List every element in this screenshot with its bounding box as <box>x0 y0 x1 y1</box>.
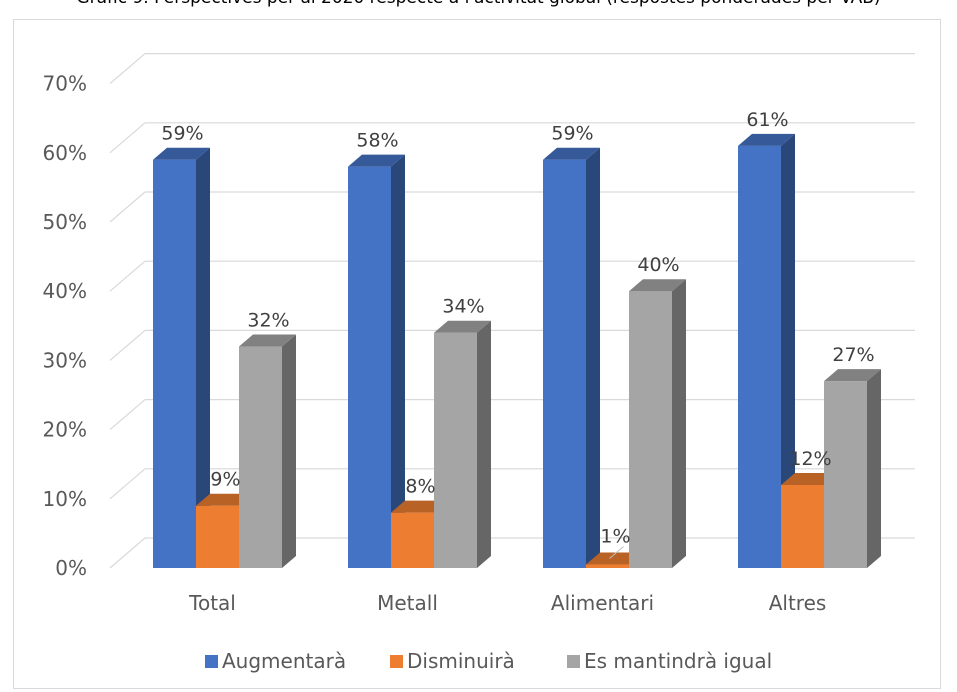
bar <box>824 369 881 568</box>
data-label: 12% <box>789 448 831 470</box>
data-label: 1% <box>600 526 630 548</box>
bar-side <box>586 147 600 568</box>
data-label: 8% <box>405 476 435 498</box>
bars <box>153 133 881 568</box>
legend-label: Disminuirà <box>407 649 515 673</box>
bar-front <box>348 166 391 568</box>
gridline-side <box>109 260 146 292</box>
bar-front <box>586 564 629 568</box>
category-label: Total <box>188 591 236 615</box>
bar <box>543 147 600 568</box>
y-tick-label: 40% <box>43 279 87 303</box>
bar-top <box>629 279 686 292</box>
bar-side <box>477 320 491 568</box>
category-label: Altres <box>769 591 827 615</box>
bar-side <box>282 334 296 568</box>
bar <box>434 320 491 568</box>
bar-front <box>543 159 586 568</box>
data-label: 40% <box>637 254 679 276</box>
legend-swatch <box>390 655 403 668</box>
y-tick-label: 50% <box>43 210 87 234</box>
bar-side <box>672 279 686 568</box>
bar-side <box>867 369 881 568</box>
bar <box>196 493 253 568</box>
bar-front <box>239 346 282 568</box>
bar <box>239 334 296 568</box>
bar-front <box>434 332 477 568</box>
bar-top <box>391 500 448 513</box>
bar-front <box>738 145 781 568</box>
data-label: 59% <box>161 123 203 145</box>
y-axis: 0% 10% 20% 30% 40% 50% 60% 70% <box>43 72 87 580</box>
data-label: 58% <box>356 130 398 152</box>
legend-item: Augmentarà <box>205 649 346 673</box>
bar-front <box>781 484 824 568</box>
bar <box>629 279 686 568</box>
gridline-side <box>109 53 146 85</box>
category-label: Metall <box>377 591 438 615</box>
bar-side <box>781 133 795 568</box>
bar-top <box>196 493 253 506</box>
data-labels: 59% 9% 32% 58% 8% 34% 59% 1% 40% 61% 12% 27% <box>161 109 875 559</box>
y-tick-label: 20% <box>43 418 87 442</box>
bar-top <box>434 320 491 333</box>
gridline-side <box>109 191 146 223</box>
legend-item: Es mantindrà igual <box>567 649 772 673</box>
bar-side <box>391 154 405 568</box>
bar-top <box>738 133 795 146</box>
leader-line <box>609 546 624 559</box>
y-tick-label: 10% <box>43 487 87 511</box>
chart-area <box>13 19 941 689</box>
gridline-side <box>109 329 146 361</box>
legend: Augmentarà Disminuirà Es mantindrà igual <box>205 649 772 673</box>
bar <box>738 133 795 568</box>
data-label: 61% <box>746 109 788 131</box>
legend-swatch <box>205 655 218 668</box>
category-label: Alimentari <box>551 591 654 615</box>
legend-label: Es mantindrà igual <box>584 649 772 673</box>
bar-front <box>391 512 434 568</box>
gridline-side <box>109 537 146 569</box>
y-tick-label: 60% <box>43 141 87 165</box>
data-label: 34% <box>442 296 484 318</box>
bar-top <box>239 334 296 347</box>
bar-top <box>153 147 210 160</box>
gridline-side <box>109 399 146 431</box>
y-tick-label: 70% <box>43 72 87 96</box>
bar-front <box>153 159 196 568</box>
data-label: 27% <box>832 344 874 366</box>
y-tick-label: 0% <box>55 556 87 580</box>
legend-item: Disminuirà <box>390 649 515 673</box>
data-label: 59% <box>551 123 593 145</box>
bar-front <box>629 291 672 568</box>
bar-front <box>824 381 867 568</box>
data-label: 9% <box>210 469 240 491</box>
bar <box>348 154 405 568</box>
gridline-side <box>109 122 146 154</box>
bar-top <box>824 369 881 382</box>
chart-title: Gràfic 9. Perspectives per al 2020 respe… <box>0 0 957 8</box>
data-label: 32% <box>247 310 289 332</box>
bar-top <box>586 552 643 565</box>
bar-top <box>781 472 838 485</box>
x-axis: Total Metall Alimentari Altres <box>188 591 826 615</box>
bar-top <box>348 154 405 167</box>
gridline-side <box>109 468 146 500</box>
legend-label: Augmentarà <box>222 649 346 673</box>
bar <box>153 147 210 568</box>
bar-top <box>543 147 600 160</box>
legend-swatch <box>567 655 580 668</box>
bar-side <box>196 147 210 568</box>
bar-front <box>196 505 239 568</box>
y-tick-label: 30% <box>43 348 87 372</box>
